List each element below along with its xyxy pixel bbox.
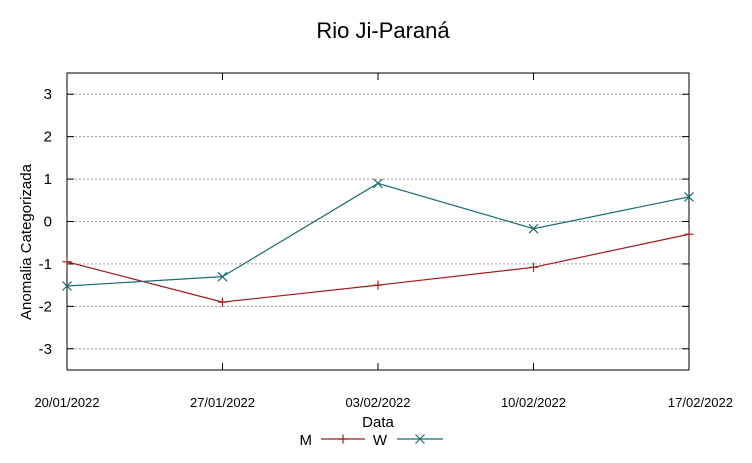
x-tick-label: 03/02/2022 [345,395,410,410]
series [62,178,694,307]
point-w [62,281,72,291]
x-tick-label: 10/02/2022 [501,395,566,410]
series-line-w [66,182,690,287]
chart-title: Rio Ji-Paraná [316,18,450,43]
point-m [373,280,383,290]
point-w [373,178,383,189]
point-w-stroke [373,178,383,189]
point-w [684,191,694,202]
point-m [62,257,72,267]
point-m [218,297,227,307]
point-w-stroke [684,191,694,202]
x-axis-label: Data [362,414,394,431]
x-tick-label: 20/01/2022 [34,395,99,410]
x-tick-label: 27/01/2022 [190,395,255,410]
point-w-stroke [62,281,72,291]
point-w-stroke [217,271,228,282]
y-tick-label: 2 [44,129,52,146]
y-tick-label: -2 [39,298,52,315]
point-w-stroke [528,223,539,234]
y-tick-label: -1 [39,256,52,273]
legend-label-m: M [300,432,313,449]
legend-marker-m [338,434,348,444]
y-axis-ticks: 3 2 1 0 -1 -2 -3 [39,86,689,358]
point-m [529,262,538,272]
series-line-m [66,233,690,303]
x-tick-label: 17/02/2022 [668,395,733,410]
point-w [217,271,228,282]
y-axis-label: Anomalia Categorizada [18,163,35,320]
legend-marker-w [415,434,425,444]
point-w [528,223,539,234]
legend-label-w: W [373,432,388,449]
y-tick-label: 3 [44,86,52,103]
x-axis-ticks: 20/01/2022 27/01/2022 03/02/2022 10/02/2022… [34,73,733,410]
y-tick-label: -3 [39,341,52,358]
grid [67,93,689,350]
y-tick-label: 0 [44,214,52,231]
y-tick-label: 1 [44,171,52,188]
point-m [684,229,694,239]
legend-marker-w-stroke [415,434,425,444]
